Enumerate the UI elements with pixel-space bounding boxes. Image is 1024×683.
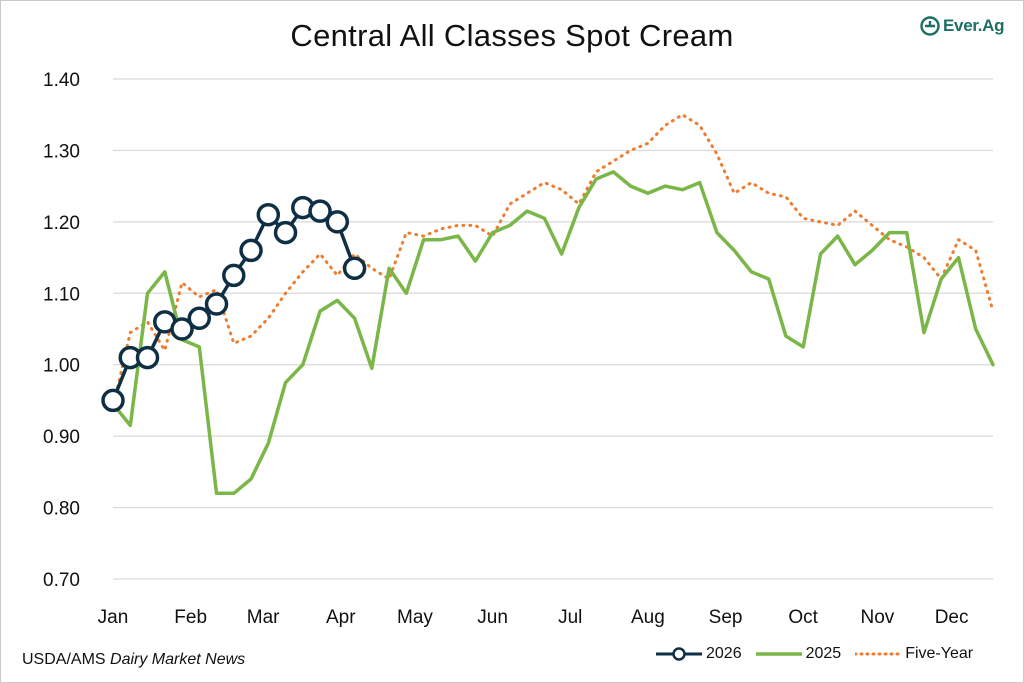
data-point-2026 [170,317,194,341]
data-point-2026 [239,238,263,263]
source-italic: Dairy Market News [110,651,246,668]
legend-label-2025: 2025 [805,645,842,662]
y-tick-label: 0.90 [43,427,80,448]
series-line-five-year [111,113,995,410]
y-tick-label: 1.10 [43,284,80,305]
logo-text: Ever.Ag [943,16,1005,35]
x-axis-month-labels: Jan Feb Mar Apr May Jun Jul Aug Sep Oct Nov Dec [98,607,969,628]
chart-title: Central All Classes Spot Cream [290,18,734,53]
data-point-2026 [308,199,332,223]
legend-item-2026: 2026 [656,645,742,663]
y-tick-label: 1.30 [43,141,80,162]
x-tick-label: Aug [631,607,665,628]
x-tick-label: Mar [247,607,280,628]
data-point-2026 [101,388,125,413]
y-tick-label: 0.70 [43,570,80,591]
data-point-2026 [187,306,212,331]
data-point-2026 [342,256,367,281]
x-tick-label: May [397,607,433,628]
series-line-2026 [111,205,357,403]
legend-swatch-five-year [855,652,902,656]
y-tick-label: 1.40 [43,70,80,91]
data-point-2026 [325,210,350,234]
series-lines [101,113,995,496]
data-point-2026 [256,202,281,227]
x-tick-label: Sep [709,607,743,628]
chart-legend: 2026 2025 Five-Year [656,645,987,663]
x-tick-label: Dec [935,607,969,628]
legend-swatch-2026 [656,647,702,661]
legend-label-2026: 2026 [706,645,742,662]
source-note: USDA/AMS Dairy Market News [22,651,245,669]
data-point-2026 [135,345,160,370]
gridlines [113,78,993,580]
y-tick-label: 1.20 [43,213,80,234]
data-point-2026 [204,292,229,316]
x-tick-label: Jul [558,607,582,628]
legend-item-2025: 2025 [755,645,842,663]
y-tick-label: 1.00 [43,356,80,377]
source-prefix: USDA/AMS [22,651,111,668]
x-tick-label: Jan [98,607,129,628]
x-tick-label: Jun [477,607,508,628]
x-tick-label: Oct [788,607,818,628]
y-axis-tick-labels: 0.70 0.80 0.90 1.00 1.10 1.20 1.30 1.40 [43,70,80,591]
legend-label-five-year: Five-Year [905,645,974,662]
legend-item-five-year: Five-Year [855,645,973,663]
data-point-2026 [273,220,298,245]
x-tick-label: Apr [326,607,356,628]
data-point-2026 [222,263,246,288]
ever-ag-logo: Ever.Ag [920,13,1005,39]
ever-ag-logo-icon [920,16,940,36]
legend-swatch-2025 [755,652,802,656]
x-tick-label: Nov [860,607,894,628]
x-tick-label: Feb [174,607,207,628]
y-tick-label: 0.80 [43,499,80,520]
series-line-2025 [111,170,995,496]
